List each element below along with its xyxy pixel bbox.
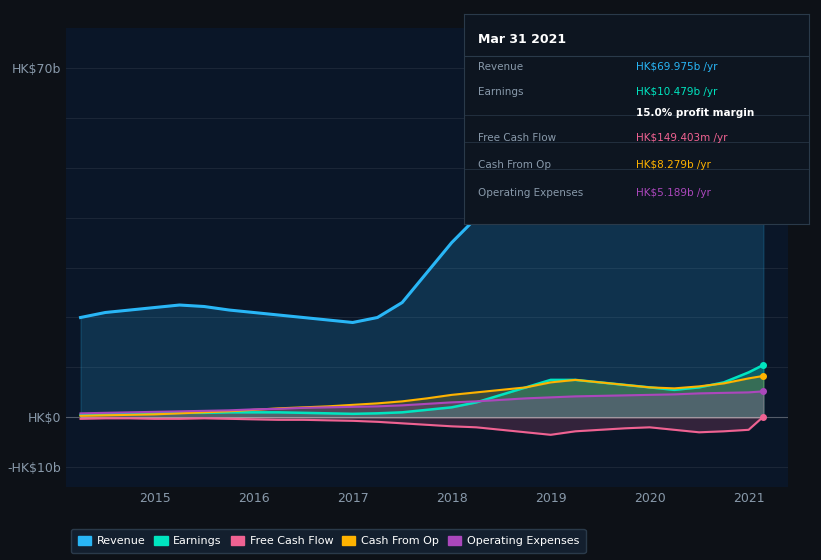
- Text: Earnings: Earnings: [478, 87, 523, 97]
- Legend: Revenue, Earnings, Free Cash Flow, Cash From Op, Operating Expenses: Revenue, Earnings, Free Cash Flow, Cash …: [71, 529, 585, 553]
- Text: HK$69.975b /yr: HK$69.975b /yr: [636, 62, 718, 72]
- Text: HK$8.279b /yr: HK$8.279b /yr: [636, 160, 711, 170]
- Text: Free Cash Flow: Free Cash Flow: [478, 133, 556, 143]
- Text: HK$5.189b /yr: HK$5.189b /yr: [636, 188, 711, 198]
- Text: Revenue: Revenue: [478, 62, 523, 72]
- Text: HK$149.403m /yr: HK$149.403m /yr: [636, 133, 727, 143]
- Text: HK$10.479b /yr: HK$10.479b /yr: [636, 87, 718, 97]
- Text: Mar 31 2021: Mar 31 2021: [478, 32, 566, 46]
- Text: Operating Expenses: Operating Expenses: [478, 188, 583, 198]
- Text: 15.0% profit margin: 15.0% profit margin: [636, 108, 754, 118]
- Text: Cash From Op: Cash From Op: [478, 160, 551, 170]
